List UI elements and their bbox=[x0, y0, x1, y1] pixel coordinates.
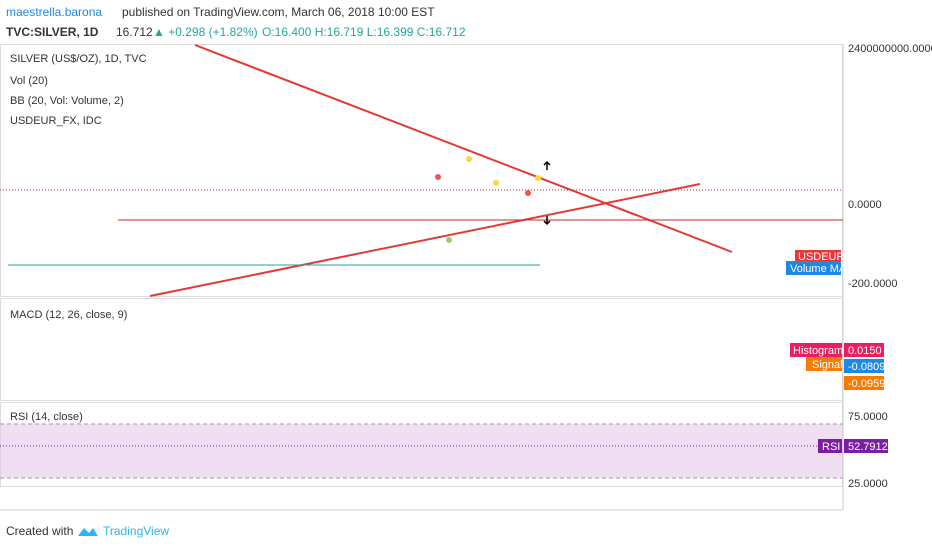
tag bbox=[844, 343, 884, 357]
legend: RSI (14, close) bbox=[10, 411, 83, 423]
axis-label: 25.0000 bbox=[848, 478, 888, 490]
arrows bbox=[543, 160, 551, 226]
tag-text: -0.0809 bbox=[848, 361, 885, 373]
tag bbox=[806, 357, 842, 371]
legend: MACD (12, 26, close, 9) bbox=[10, 309, 127, 321]
tag bbox=[786, 261, 841, 275]
rsi-band bbox=[0, 424, 843, 478]
dot bbox=[446, 237, 452, 243]
axis-label: -200.0000 bbox=[848, 278, 898, 290]
dot bbox=[525, 190, 531, 196]
tag-text: Histogram bbox=[793, 345, 843, 357]
dot bbox=[535, 175, 541, 181]
tag-text: Volume MA bbox=[790, 263, 847, 275]
footer-text: Created with bbox=[6, 524, 73, 538]
tag bbox=[844, 359, 884, 373]
footer-brand[interactable]: TradingView bbox=[103, 524, 169, 538]
published: published on TradingView.com, March 06, … bbox=[122, 5, 435, 19]
trend-line bbox=[149, 183, 701, 297]
dot bbox=[493, 180, 499, 186]
tag-text: 52.7912 bbox=[848, 441, 888, 453]
dot bbox=[435, 174, 441, 180]
legend: SILVER (US$/OZ), 1D, TVC bbox=[10, 53, 147, 65]
tag bbox=[818, 439, 842, 453]
legend: BB (20, Vol: Volume, 2) bbox=[10, 95, 124, 107]
tag-text: 0.0150 bbox=[848, 345, 882, 357]
ohlc: O:16.400 H:16.719 L:16.399 C:16.712 bbox=[262, 25, 466, 39]
author[interactable]: maestrella.barona bbox=[6, 5, 102, 19]
trend-line bbox=[194, 44, 733, 253]
tag-text: RSI bbox=[822, 441, 840, 453]
last: 16.712 bbox=[116, 25, 153, 39]
tag bbox=[844, 376, 884, 390]
axis-label: 2400000000.0000 bbox=[848, 43, 932, 55]
tag bbox=[844, 439, 888, 453]
axis-label: 75.0000 bbox=[848, 411, 888, 423]
axis-label: 0.0000 bbox=[848, 199, 882, 211]
tag-text: Signal bbox=[812, 359, 843, 371]
tag bbox=[795, 250, 841, 263]
tag bbox=[790, 343, 842, 357]
logo bbox=[78, 528, 98, 536]
legend: Vol (20) bbox=[10, 75, 48, 87]
change: ▲ +0.298 (+1.82%) bbox=[153, 25, 258, 39]
legend: USDEUR_FX, IDC bbox=[10, 115, 102, 127]
tag-text: USDEUR bbox=[798, 251, 845, 263]
tag-text: -0.0959 bbox=[848, 378, 885, 390]
dot bbox=[466, 156, 472, 162]
symbol: TVC:SILVER, 1D bbox=[6, 25, 99, 39]
